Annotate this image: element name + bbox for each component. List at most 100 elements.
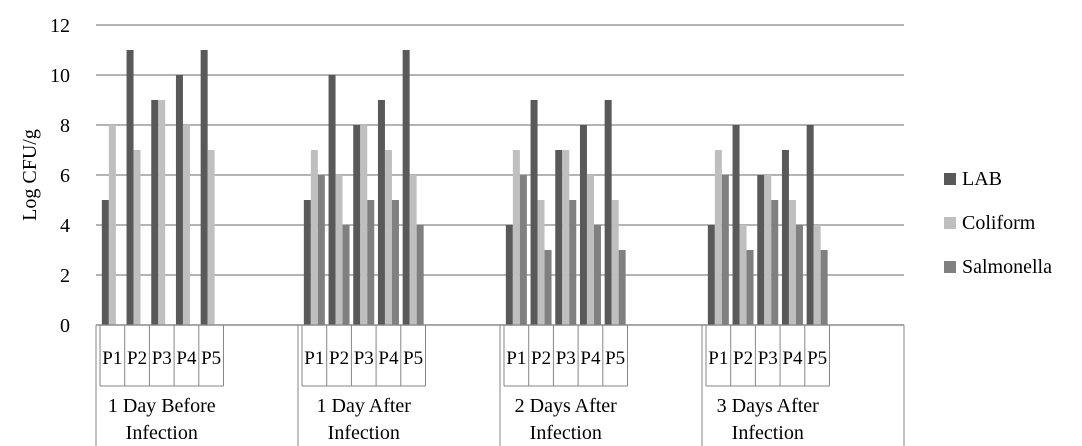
category-label: P1 xyxy=(708,348,728,369)
bar-salmonella xyxy=(544,250,552,325)
y-axis-ticks: 0 2 4 6 8 10 12 xyxy=(50,15,70,337)
bar-salmonella xyxy=(391,200,399,325)
bar-coliform xyxy=(764,175,772,325)
bar-coliform xyxy=(207,150,215,325)
group-label: 3 Days After xyxy=(717,395,820,417)
bar-coliform xyxy=(108,125,116,325)
category-label: P1 xyxy=(304,348,324,369)
bar-coliform xyxy=(310,150,318,325)
bar-coliform xyxy=(788,200,796,325)
bar-lab xyxy=(377,100,385,325)
bar-coliform xyxy=(158,100,166,325)
bar-lab xyxy=(353,125,361,325)
y-tick-label: 8 xyxy=(60,115,70,137)
bar-salmonella xyxy=(593,225,601,325)
bar-salmonella xyxy=(795,225,803,325)
bar-coliform xyxy=(714,150,722,325)
category-label: P5 xyxy=(403,348,423,369)
y-axis-title: Log CFU/g xyxy=(19,129,41,221)
y-tick-label: 12 xyxy=(50,15,70,37)
gridlines xyxy=(96,24,904,326)
category-label: P5 xyxy=(807,348,827,369)
legend-swatch xyxy=(944,217,956,229)
bar-lab xyxy=(732,125,740,325)
bar-coliform xyxy=(133,150,141,325)
group-label: 1 Day Before xyxy=(108,395,216,417)
bar-lab xyxy=(505,225,513,325)
bar-coliform xyxy=(813,225,821,325)
bar-lab xyxy=(781,150,789,325)
bar-salmonella xyxy=(416,225,424,325)
category-label: P2 xyxy=(329,348,349,369)
category-label: P2 xyxy=(733,348,753,369)
bar-lab xyxy=(101,200,109,325)
group-label: Infection xyxy=(732,422,804,444)
bar-lab xyxy=(402,50,410,325)
bar-coliform xyxy=(586,175,594,325)
bar-lab xyxy=(328,75,336,325)
legend-label: LAB xyxy=(962,168,1002,190)
category-label: P3 xyxy=(152,348,172,369)
bar-lab xyxy=(757,175,765,325)
category-label: P5 xyxy=(201,348,221,369)
legend-label: Salmonella xyxy=(962,256,1052,278)
category-label: P4 xyxy=(580,348,601,369)
bar-lab xyxy=(604,100,612,325)
bar-coliform xyxy=(512,150,520,325)
category-label: P1 xyxy=(506,348,526,369)
bar-lab xyxy=(579,125,587,325)
bar-lab xyxy=(707,225,715,325)
category-label: P4 xyxy=(176,348,197,369)
category-label: P5 xyxy=(605,348,625,369)
bar-lab xyxy=(806,125,814,325)
category-label: P4 xyxy=(378,348,399,369)
bar-salmonella xyxy=(569,200,577,325)
legend-label: Coliform xyxy=(962,212,1036,234)
bar-coliform xyxy=(384,150,392,325)
category-label: P2 xyxy=(531,348,551,369)
bar-coliform xyxy=(611,200,619,325)
legend-swatch xyxy=(944,173,956,185)
group-label: 1 Day After xyxy=(317,395,412,417)
category-label: P1 xyxy=(102,348,122,369)
bar-salmonella xyxy=(342,225,350,325)
bars xyxy=(101,50,828,325)
y-tick-label: 10 xyxy=(50,65,70,87)
bar-salmonella xyxy=(746,250,754,325)
category-label: P3 xyxy=(354,348,374,369)
category-label: P3 xyxy=(758,348,778,369)
legend-swatch xyxy=(944,261,956,273)
y-tick-label: 6 xyxy=(60,165,70,187)
category-label: P4 xyxy=(782,348,803,369)
bar-lab xyxy=(200,50,208,325)
legend: LAB Coliform Salmonella xyxy=(944,168,1052,278)
bar-coliform xyxy=(409,175,417,325)
bar-lab xyxy=(555,150,563,325)
bar-salmonella xyxy=(820,250,828,325)
y-tick-label: 0 xyxy=(60,315,70,337)
bar-coliform xyxy=(537,200,545,325)
bar-coliform xyxy=(739,225,747,325)
group-label: Infection xyxy=(126,422,198,444)
bar-coliform xyxy=(335,175,343,325)
group-label: Infection xyxy=(530,422,602,444)
bar-salmonella xyxy=(317,175,325,325)
category-label: P3 xyxy=(556,348,576,369)
bar-coliform xyxy=(182,125,190,325)
y-tick-label: 2 xyxy=(60,265,70,287)
bar-lab xyxy=(126,50,134,325)
category-label: P2 xyxy=(127,348,147,369)
y-tick-label: 4 xyxy=(60,215,70,237)
bar-salmonella xyxy=(721,175,729,325)
bar-lab xyxy=(303,200,311,325)
bar-coliform xyxy=(562,150,570,325)
bar-lab xyxy=(530,100,538,325)
group-label: 2 Days After xyxy=(515,395,618,417)
bar-salmonella xyxy=(618,250,626,325)
group-label: Infection xyxy=(328,422,400,444)
bar-coliform xyxy=(360,125,368,325)
bar-salmonella xyxy=(771,200,779,325)
bar-salmonella xyxy=(367,200,375,325)
